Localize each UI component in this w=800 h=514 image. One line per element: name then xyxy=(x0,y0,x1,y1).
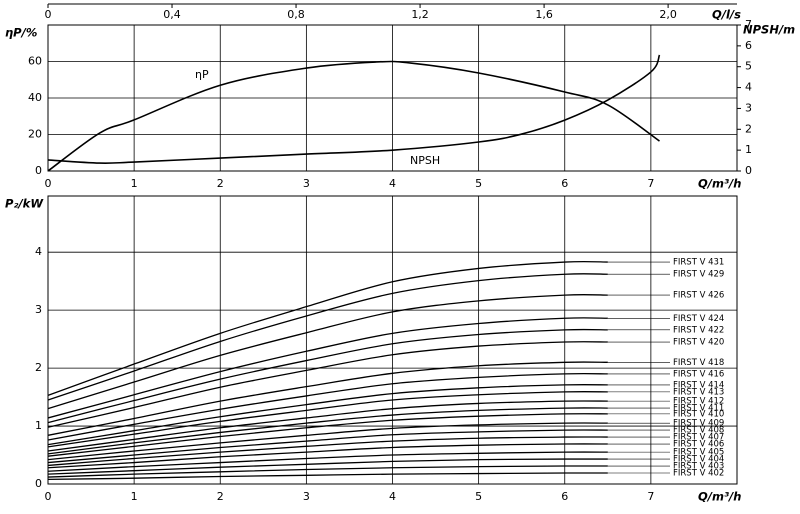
series-line xyxy=(47,422,608,461)
series-line xyxy=(47,317,608,419)
y2-tick-label: 6 xyxy=(745,39,752,52)
series-line xyxy=(47,341,608,428)
y-tick-label: 0 xyxy=(35,164,42,177)
series-line xyxy=(47,451,608,472)
x-tick-label: 3 xyxy=(303,490,310,503)
series-label: FIRST V 406 xyxy=(673,440,724,450)
y-tick-label: 60 xyxy=(28,55,42,68)
series-label: FIRST V 403 xyxy=(673,462,724,472)
series-line xyxy=(47,361,608,436)
y2-tick-label: 2 xyxy=(745,122,752,135)
series-line xyxy=(47,458,608,475)
series-label: FIRST V 429 xyxy=(673,270,724,280)
y-tick-label: 20 xyxy=(28,128,42,141)
y2-axis-label: NPSH/m xyxy=(743,23,795,37)
series-line xyxy=(47,429,608,464)
series-label: FIRST V 412 xyxy=(673,397,724,407)
series-line xyxy=(47,443,608,469)
series-line xyxy=(47,273,608,401)
y2-tick-label: 5 xyxy=(745,60,752,73)
series-label: FIRST V 418 xyxy=(673,358,724,368)
x-tick-label: 1 xyxy=(131,177,138,190)
x-tick-label: 4 xyxy=(389,490,396,503)
y-axis-label: P₂/kW xyxy=(5,197,44,211)
x2-axis-label: Q/l/s xyxy=(712,8,741,22)
series-line xyxy=(47,465,608,478)
x-tick-label: 2 xyxy=(217,490,224,503)
x2-tick-label: 1,2 xyxy=(411,8,429,21)
series-label: FIRST V 409 xyxy=(673,419,724,429)
series-line xyxy=(47,54,661,164)
x-tick-label: 1 xyxy=(131,490,138,503)
y2-tick-label: 7 xyxy=(745,18,752,31)
y-axis-label: ηP/% xyxy=(5,26,37,40)
series-line xyxy=(47,260,608,396)
x-tick-label: 0 xyxy=(45,177,52,190)
series-line xyxy=(47,60,660,172)
series-line xyxy=(47,407,608,455)
series-line xyxy=(47,400,608,452)
series-label: FIRST V 410 xyxy=(673,409,724,419)
x2-tick-label: 0 xyxy=(45,8,52,21)
x-tick-label: 3 xyxy=(303,177,310,190)
x-tick-label: 0 xyxy=(45,490,52,503)
y2-tick-label: 3 xyxy=(745,101,752,114)
series-label: FIRST V 413 xyxy=(673,387,724,397)
series-line xyxy=(47,328,608,424)
x-tick-label: 7 xyxy=(647,177,654,190)
series-line xyxy=(47,372,608,441)
x-tick-label: 2 xyxy=(217,177,224,190)
y-tick-label: 40 xyxy=(28,91,42,104)
series-label: FIRST V 408 xyxy=(673,426,724,436)
x-axis-label: Q/m³/h xyxy=(698,177,741,191)
series-label: FIRST V 407 xyxy=(673,433,724,443)
series-line xyxy=(47,472,608,481)
series-label: ηP xyxy=(195,68,209,81)
x2-tick-label: 0,4 xyxy=(163,8,181,21)
x-tick-label: 7 xyxy=(647,490,654,503)
x2-tick-label: 1,6 xyxy=(535,8,553,21)
series-label: FIRST V 411 xyxy=(673,404,724,414)
y2-tick-label: 4 xyxy=(745,81,752,94)
series-label: FIRST V 416 xyxy=(673,369,724,379)
series-label: FIRST V 420 xyxy=(673,338,724,348)
series-label: FIRST V 426 xyxy=(673,291,724,301)
y-tick-label: 4 xyxy=(35,245,42,258)
x-tick-label: 6 xyxy=(561,490,568,503)
y-tick-label: 2 xyxy=(35,361,42,374)
series-line xyxy=(47,384,608,446)
x-tick-label: 5 xyxy=(475,177,482,190)
y2-tick-label: 0 xyxy=(745,164,752,177)
series-label: FIRST V 422 xyxy=(673,325,724,335)
y-tick-label: 0 xyxy=(35,477,42,490)
series-line xyxy=(47,294,608,410)
series-label: NPSH xyxy=(410,154,440,167)
series-line xyxy=(47,413,608,457)
x-axis-label: Q/m³/h xyxy=(698,490,741,504)
x2-tick-label: 0,8 xyxy=(287,8,305,21)
series-label: FIRST V 405 xyxy=(673,448,724,458)
series-line xyxy=(47,391,608,448)
series-label: FIRST V 402 xyxy=(673,468,724,478)
x-tick-label: 5 xyxy=(475,490,482,503)
x2-tick-label: 2,0 xyxy=(659,8,677,21)
y-tick-label: 1 xyxy=(35,419,42,432)
series-label: FIRST V 414 xyxy=(673,380,724,390)
x-tick-label: 4 xyxy=(389,177,396,190)
x-tick-label: 6 xyxy=(561,177,568,190)
series-line xyxy=(47,436,608,467)
series-label: FIRST V 424 xyxy=(673,314,724,324)
y-tick-label: 3 xyxy=(35,303,42,316)
series-label: FIRST V 404 xyxy=(673,455,724,465)
series-label: FIRST V 431 xyxy=(673,258,724,268)
y2-tick-label: 1 xyxy=(745,143,752,156)
